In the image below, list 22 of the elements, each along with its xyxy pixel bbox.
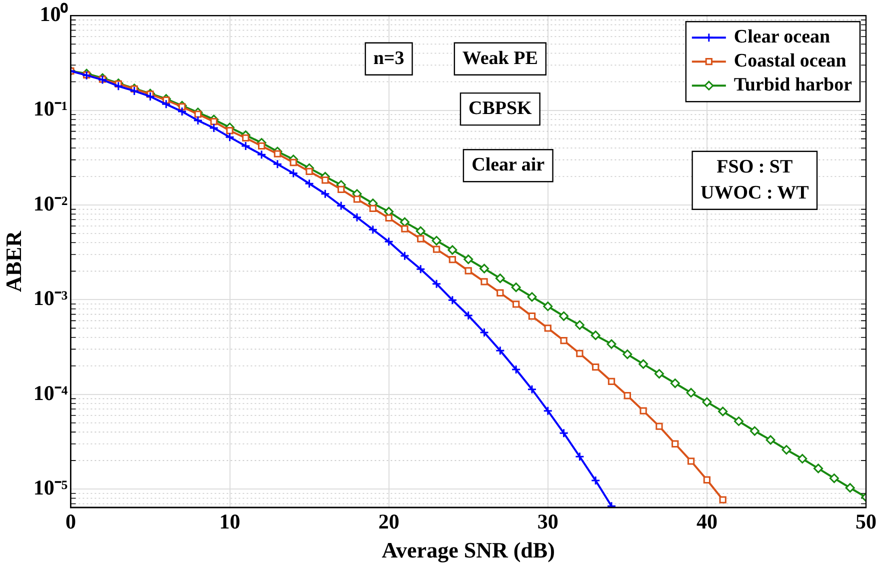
- x-tick-label: 0: [65, 509, 76, 534]
- legend-label: Coastal ocean: [734, 50, 847, 72]
- x-tick-label: 50: [856, 509, 876, 534]
- x-tick-label: 20: [378, 509, 400, 534]
- x-axis-title: Average SNR (dB): [382, 537, 555, 562]
- y-tick-label: 10⁻⁵: [33, 475, 68, 500]
- annotation: Weak PE: [462, 48, 538, 69]
- annotation: Clear air: [472, 154, 546, 176]
- y-tick-label: 10⁻²: [33, 191, 68, 216]
- y-tick-label: 10⁻⁴: [33, 380, 68, 405]
- y-tick-label: 10⁻³: [33, 286, 68, 310]
- legend-label: Turbid harbor: [734, 74, 853, 96]
- annotation: FSO : ST UWOC : WT: [700, 156, 810, 204]
- annotation: CBPSK: [468, 98, 532, 119]
- y-tick-label: 10⁰: [40, 2, 69, 26]
- legend-label: Clear ocean: [734, 26, 831, 48]
- annotation: n=3: [373, 48, 404, 69]
- y-tick-label: 10⁻¹: [33, 96, 68, 121]
- y-axis-title: ABER: [0, 230, 26, 292]
- x-tick-label: 10: [219, 509, 240, 534]
- x-tick-label: 30: [537, 509, 558, 534]
- x-tick-label: 40: [696, 509, 718, 534]
